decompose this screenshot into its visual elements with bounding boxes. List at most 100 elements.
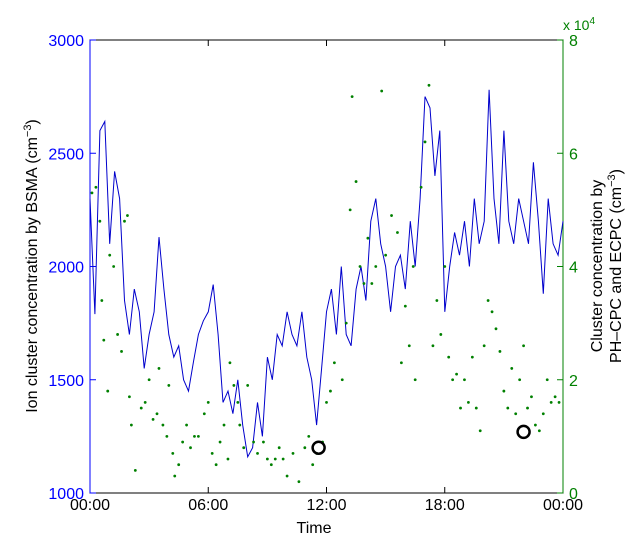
cpc-dot	[177, 463, 181, 467]
cpc-dot	[451, 378, 455, 382]
cpc-dot	[545, 378, 549, 382]
cpc-dot	[143, 401, 147, 404]
cpc-dot	[265, 457, 269, 461]
cpc-dot	[399, 361, 403, 365]
cpc-dot	[366, 236, 370, 240]
y2-axis-label-line1: Cluster concentration by	[589, 180, 606, 353]
y-axis-label-end: )	[24, 119, 41, 124]
cpc-dot	[238, 423, 242, 427]
y2-tick-label: 4	[569, 260, 578, 277]
y2-multiplier-text: x 10	[563, 17, 590, 33]
cpc-dot	[427, 83, 431, 87]
cpc-dot	[157, 367, 161, 370]
highlight-circle	[311, 440, 326, 455]
cpc-dot	[303, 446, 307, 450]
cpc-dot	[411, 265, 415, 268]
cpc-dot	[210, 451, 214, 455]
cpc-dot	[155, 412, 159, 416]
cpc-dot	[557, 401, 561, 404]
cpc-dot	[498, 350, 502, 353]
y2-tick-label: 8	[569, 33, 578, 50]
cpc-dot	[390, 214, 393, 217]
cpc-dot	[340, 378, 344, 382]
cpc-dot	[380, 89, 384, 93]
cpc-dot	[165, 434, 169, 438]
cpc-dot	[112, 265, 116, 268]
cpc-dot	[222, 423, 226, 427]
cpc-dot	[514, 412, 518, 416]
y2-axis-label-text: PH–CPC and ECPC (cm	[608, 187, 625, 363]
y2-tick-label: 2	[569, 373, 578, 390]
cpc-dot	[129, 423, 133, 427]
cpc-dot	[108, 253, 112, 257]
cpc-dot	[133, 468, 137, 472]
y-tick-label: 3000	[48, 33, 84, 50]
cpc-dot	[281, 457, 285, 461]
y2-axis-label-end: )	[608, 169, 625, 174]
cpc-dot	[226, 457, 230, 461]
cpc-dot	[120, 350, 123, 353]
cpc-dot	[90, 191, 94, 195]
cpc-dot	[228, 361, 232, 365]
cpc-dot	[407, 344, 411, 348]
y2-multiplier: x 104	[563, 16, 595, 33]
cpc-dot	[236, 401, 240, 404]
cpc-dot	[232, 384, 236, 387]
cpc-dot	[151, 417, 155, 421]
cpc-dot	[332, 361, 336, 365]
cpc-dot	[439, 333, 443, 336]
x-tick-label: 00:00	[543, 497, 583, 514]
cpc-dot	[478, 429, 482, 433]
cpc-dot	[181, 440, 185, 444]
cpc-dot	[447, 355, 451, 359]
cpc-dot	[549, 401, 553, 404]
cpc-dot	[350, 95, 354, 99]
highlight-circle	[516, 424, 531, 440]
cpc-dot	[490, 310, 494, 314]
cpc-dot	[147, 378, 151, 382]
x-axis-label: Time	[297, 520, 332, 537]
cpc-dot	[185, 423, 188, 427]
cpc-dot	[470, 355, 474, 359]
cpc-dot	[423, 140, 427, 144]
plot-frame	[89, 39, 564, 494]
cpc-dot	[494, 327, 498, 331]
cpc-dot	[362, 282, 366, 285]
cpc-dot	[463, 378, 466, 382]
cpc-dot	[139, 406, 143, 410]
cpc-dot	[443, 265, 447, 268]
cpc-dot	[218, 440, 222, 444]
cpc-dot	[102, 338, 106, 342]
y-tick-label: 2000	[48, 260, 84, 277]
cpc-dot	[413, 378, 417, 382]
y2-tick-label: 6	[569, 146, 578, 163]
x-tick-label: 12:00	[306, 497, 346, 514]
x-tick-label: 06:00	[188, 497, 228, 514]
cpc-dot	[189, 446, 192, 450]
bsma-line	[89, 89, 564, 459]
cpc-dot	[486, 299, 490, 302]
cpc-dot	[467, 401, 470, 404]
cpc-dot	[354, 180, 358, 183]
cpc-dot	[344, 321, 348, 325]
y2-multiplier-exponent: 4	[589, 16, 595, 27]
cpc-dot	[358, 265, 362, 268]
cpc-dot	[307, 434, 311, 438]
cpc-dot	[537, 429, 541, 433]
cpc-dot	[526, 406, 529, 410]
cpc-dot	[246, 384, 250, 387]
x-tick-label: 18:00	[425, 497, 465, 514]
cpc-dot	[348, 208, 352, 212]
cpc-dot	[193, 434, 196, 438]
cpc-dot	[502, 389, 506, 393]
y2-axis-label-line2: PH–CPC and ECPC (cm−3)	[606, 169, 625, 363]
cpc-dot	[277, 446, 281, 450]
cpc-dot	[116, 333, 119, 336]
cpc-dot	[161, 423, 165, 427]
cpc-dot	[431, 344, 435, 348]
cpc-dot	[126, 214, 129, 217]
x-tick-label: 00:00	[70, 497, 110, 514]
cpc-dot	[106, 389, 110, 393]
cpc-dot	[384, 253, 388, 257]
